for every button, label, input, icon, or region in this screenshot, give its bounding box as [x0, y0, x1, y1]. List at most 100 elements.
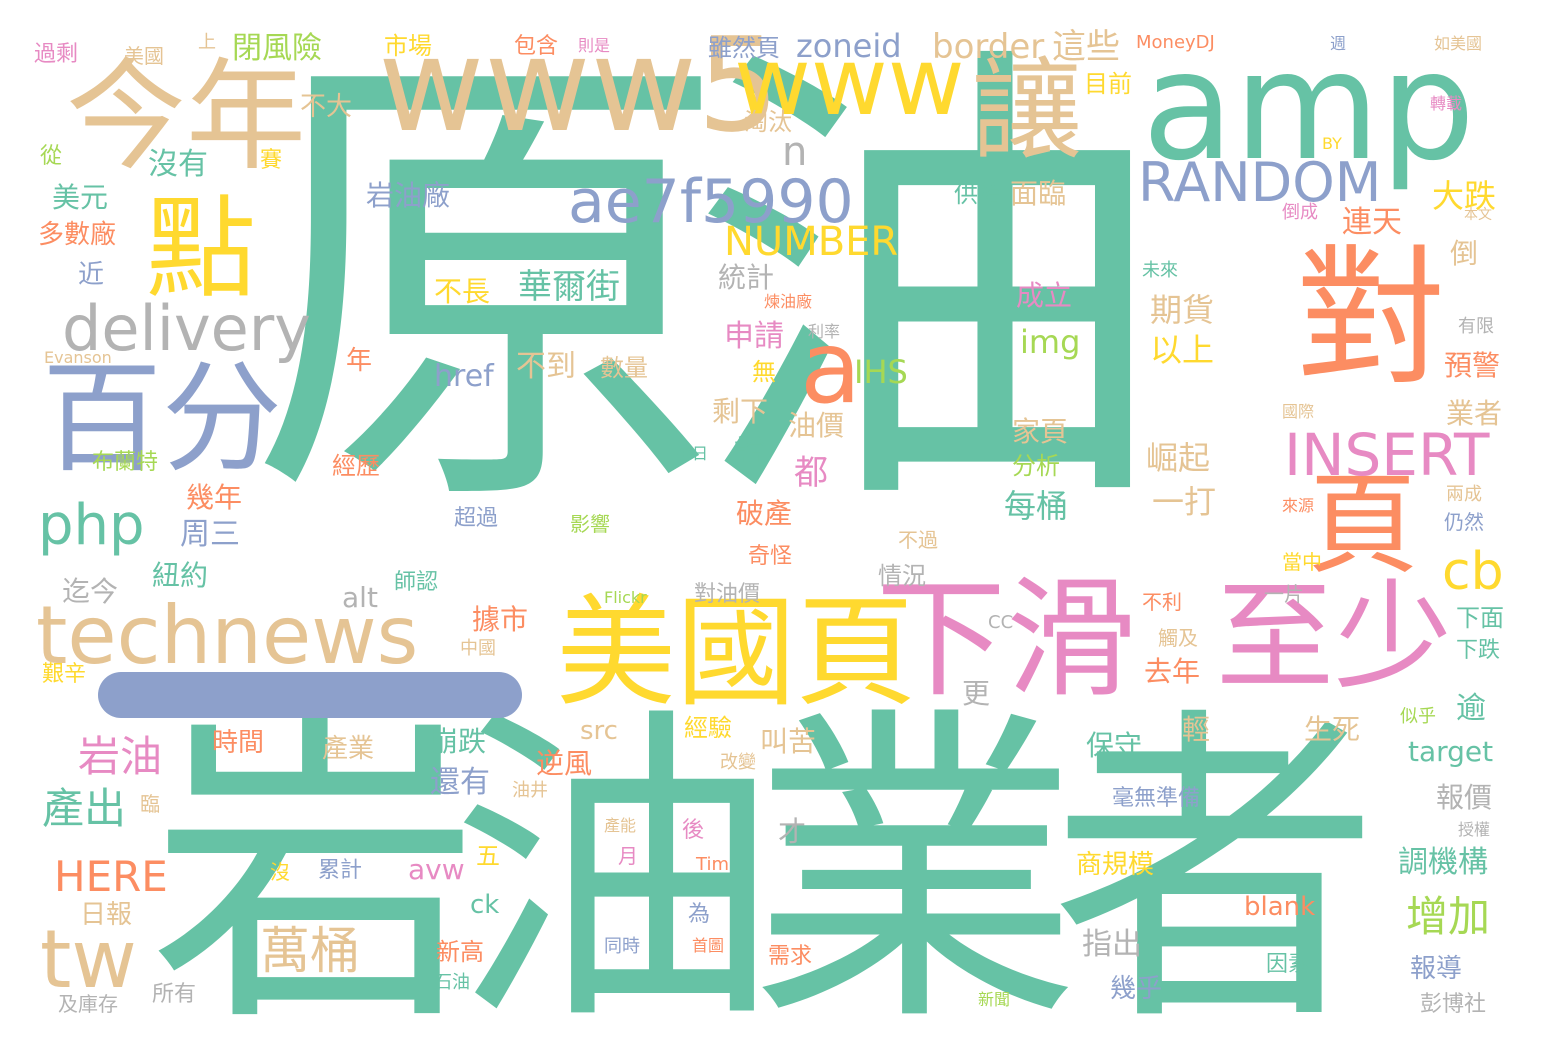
word: 仍然 — [1444, 510, 1484, 534]
word: Tim — [696, 854, 729, 875]
word: 崛起 — [1146, 439, 1211, 477]
word: 萬桶 — [260, 922, 360, 980]
word: 目前 — [1084, 70, 1132, 98]
word: 經歷 — [332, 452, 380, 480]
word: 後 — [682, 818, 705, 843]
word: ae7f5990 — [568, 167, 854, 237]
word: ck — [470, 890, 500, 920]
word: 還有 — [430, 765, 490, 800]
word: technews — [36, 589, 419, 682]
word: src — [580, 716, 618, 746]
word: 奇怪 — [748, 544, 793, 569]
word: HERE — [54, 852, 168, 901]
word: 說 — [734, 433, 767, 471]
word: 產能 — [604, 816, 637, 835]
word: 沒有 — [148, 147, 208, 182]
word: 時間 — [212, 728, 265, 758]
word: 才 — [778, 815, 807, 848]
word: 臨 — [140, 792, 160, 816]
word: 利率 — [808, 322, 841, 341]
word: tw — [40, 913, 137, 1006]
word: 多數廠 — [38, 220, 117, 250]
word: 剩下 — [712, 395, 769, 428]
word: 頁 — [1308, 461, 1418, 589]
word: 如美國 — [1434, 34, 1483, 53]
word: 更 — [962, 677, 991, 710]
word: 及庫存 — [58, 992, 118, 1016]
word: 所有 — [152, 982, 197, 1007]
word: 艱辛 — [42, 662, 87, 687]
word: 不利 — [1142, 590, 1182, 614]
word: www — [734, 28, 965, 137]
word: 面臨 — [1010, 177, 1067, 210]
word: 經驗 — [684, 714, 732, 742]
word: 期貨 — [1150, 291, 1215, 329]
word: 彭博社 — [1420, 992, 1487, 1017]
word: 超過 — [454, 506, 499, 531]
word: 首圖 — [692, 936, 725, 955]
word: 幾年 — [186, 481, 243, 514]
word: 當中 — [1282, 550, 1322, 574]
word: RANDOM — [1138, 151, 1382, 214]
word: 周三 — [180, 517, 240, 552]
word: 影響 — [570, 512, 610, 536]
word: 賽 — [260, 148, 283, 173]
word: 報價 — [1436, 781, 1493, 814]
word: 成立 — [1016, 279, 1073, 312]
word: 月 — [618, 844, 638, 868]
word: 從 — [40, 144, 63, 169]
word: 以上 — [1150, 331, 1215, 369]
word: 對 — [1296, 232, 1447, 406]
word: cb — [1442, 542, 1504, 602]
word: 保守 — [1086, 729, 1143, 762]
word: 無 — [752, 358, 776, 386]
word: 日報 — [80, 900, 133, 930]
word: 供給 — [954, 180, 1002, 208]
word: 增加 — [1406, 892, 1491, 941]
word: 報導 — [1410, 954, 1463, 984]
word: 授權 — [1458, 820, 1491, 839]
word: 分析 — [1012, 452, 1060, 480]
word: 數量 — [600, 354, 648, 382]
word: 逾 — [1456, 691, 1486, 726]
word: 預警 — [1444, 349, 1501, 382]
word: img — [1020, 323, 1081, 361]
word: a — [800, 309, 862, 426]
word: 因素 — [1266, 952, 1311, 977]
word: 華爾街 — [518, 267, 620, 307]
word: 一打 — [1152, 483, 1217, 521]
word: 都 — [794, 453, 828, 493]
word: 倒成 — [1282, 202, 1318, 223]
word: 一片 — [1264, 582, 1304, 606]
word: 美元 — [52, 181, 109, 214]
word: Evanson — [44, 348, 112, 367]
word: 每日 — [676, 444, 709, 463]
word: 這些 — [1052, 27, 1120, 67]
word: 觸及 — [1158, 626, 1198, 650]
word: 油井 — [512, 780, 548, 801]
word: 油價 — [788, 409, 845, 442]
word: 大跌 — [1432, 177, 1497, 215]
word: n — [782, 129, 808, 175]
word: 不長 — [434, 275, 491, 308]
word: 週 — [1330, 34, 1347, 53]
word: 改變 — [720, 752, 756, 773]
word: 對油價 — [694, 582, 761, 607]
word: 閉風險 — [232, 31, 322, 66]
word: IHS — [854, 353, 908, 391]
word: php — [38, 493, 145, 558]
word: 兩成 — [1446, 484, 1482, 505]
word: 本文 — [1464, 207, 1492, 223]
word: INSERT — [1284, 421, 1490, 489]
dash-glyph — [98, 672, 522, 718]
word: 近 — [78, 260, 105, 290]
word: 家頁 — [1012, 415, 1069, 448]
word: alt — [342, 581, 378, 614]
word: 不到 — [516, 349, 576, 384]
word: 岩油業者 — [150, 681, 1380, 1052]
word: 崩跌 — [430, 725, 487, 758]
word: 指出 — [1082, 927, 1142, 962]
word: 破產 — [736, 497, 793, 530]
word: amp — [1142, 20, 1476, 194]
